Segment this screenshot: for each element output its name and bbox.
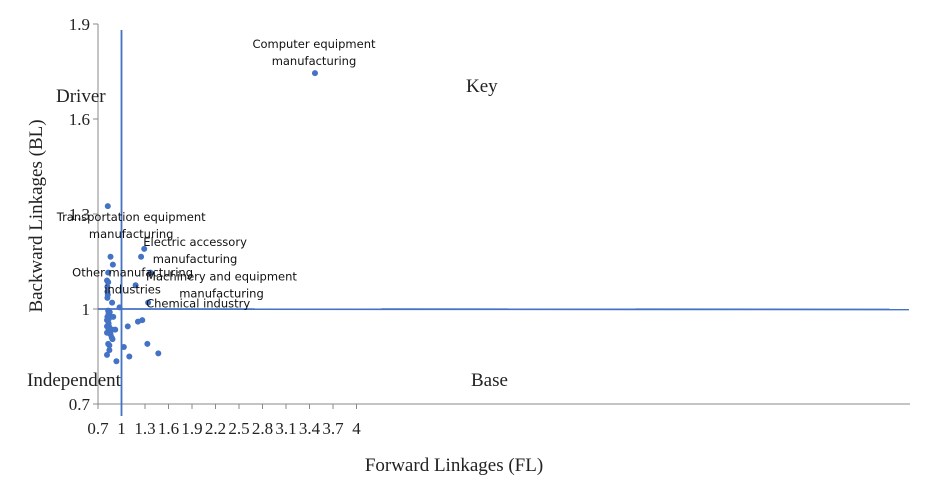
data-point xyxy=(109,299,116,306)
x-tick-label: 3.1 xyxy=(275,419,296,438)
data-point xyxy=(106,342,113,349)
x-tick-label: 2.8 xyxy=(252,419,273,438)
x-tick-label: 1 xyxy=(117,419,126,438)
point-label: Machinery and equipment manufacturing xyxy=(146,270,297,301)
y-axis-title: Backward Linkages (BL) xyxy=(26,119,47,312)
x-tick-label: 3.4 xyxy=(299,419,321,438)
data-point xyxy=(311,70,318,77)
data-point xyxy=(105,315,112,322)
point-labels: Computer equipment manufacturingTransport… xyxy=(56,37,376,311)
point-label-line: Machinery and equipment xyxy=(146,270,297,284)
point-label-line: Electric accessory xyxy=(143,235,247,249)
point-label: Chemical industry xyxy=(146,297,250,311)
data-point xyxy=(116,304,123,311)
reference-lines xyxy=(97,30,910,416)
point-label: Electric accessory manufacturing xyxy=(143,235,247,266)
data-points xyxy=(104,70,318,365)
data-point xyxy=(104,351,111,358)
data-point xyxy=(105,279,112,286)
x-tick-label: 1.3 xyxy=(134,419,155,438)
point-label: Other manufacturing industries xyxy=(72,265,193,296)
data-point xyxy=(147,269,154,276)
point-label-line: Transportation equipment xyxy=(56,210,206,224)
horizontal-reference-line xyxy=(97,308,910,311)
data-point xyxy=(112,326,119,333)
data-point xyxy=(141,245,148,252)
y-tick-label: 1.9 xyxy=(69,15,90,34)
data-point xyxy=(113,358,120,365)
y-tick-label: 1.6 xyxy=(69,110,90,129)
quadrant-label-base: Base xyxy=(471,370,508,391)
x-tick-label: 4 xyxy=(352,419,361,438)
y-tick-label: 1 xyxy=(82,300,91,319)
point-label-line: Chemical industry xyxy=(146,297,250,311)
x-axis-title: Forward Linkages (FL) xyxy=(365,455,543,476)
point-label-line: manufacturing xyxy=(153,252,238,266)
x-tick-label: 0.7 xyxy=(87,419,109,438)
data-point xyxy=(144,340,151,347)
data-point xyxy=(109,261,116,268)
data-point xyxy=(145,299,152,306)
point-label-line: manufacturing xyxy=(89,227,174,241)
point-label-line: manufacturing xyxy=(179,287,264,301)
data-point xyxy=(139,317,146,324)
x-tick-label: 1.9 xyxy=(181,419,202,438)
data-point xyxy=(105,269,112,276)
data-point xyxy=(124,323,131,330)
quadrant-label-driver: Driver xyxy=(56,86,106,107)
data-point xyxy=(109,336,116,343)
x-tick-label: 3.7 xyxy=(322,419,344,438)
point-label: Computer equipment manufacturing xyxy=(252,37,376,68)
data-point xyxy=(155,350,162,357)
point-label-line: Other manufacturing xyxy=(72,265,193,279)
data-point xyxy=(104,203,111,210)
x-tick-label: 2.5 xyxy=(228,419,249,438)
data-point xyxy=(106,347,113,354)
data-point xyxy=(104,283,111,290)
x-tick-label: 2.2 xyxy=(205,419,226,438)
point-label-line: industries xyxy=(104,282,161,296)
data-point xyxy=(132,282,139,289)
point-label-line: Computer equipment xyxy=(252,37,376,51)
point-label: Transportation equipment manufacturing xyxy=(56,210,206,241)
data-point xyxy=(120,344,127,350)
axes: 0.711.31.61.90.7 1 1.3 1.6 1.9 2.2 2.5 2.8 3.1 3.… xyxy=(69,15,910,438)
y-tick-label: 1.3 xyxy=(69,205,90,224)
data-point xyxy=(138,253,145,260)
data-point xyxy=(126,353,133,360)
y-tick-label: 0.7 xyxy=(69,395,91,414)
x-tick-label: 1.6 xyxy=(158,419,179,438)
data-point xyxy=(107,253,114,260)
quadrant-label-independent: Independent xyxy=(27,370,122,391)
data-point xyxy=(104,294,111,301)
quadrant-label-key: Key xyxy=(466,76,498,97)
point-label-line: manufacturing xyxy=(272,54,357,68)
